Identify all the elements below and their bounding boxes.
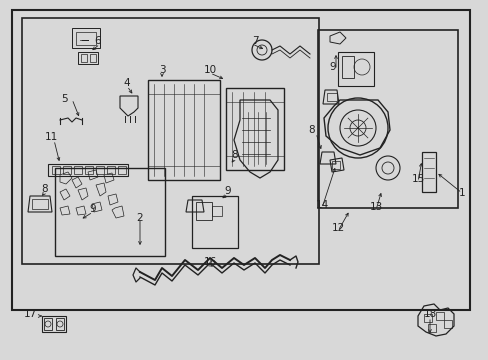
Bar bbox=[78, 52, 98, 64]
Bar bbox=[225, 88, 284, 170]
Bar bbox=[337, 52, 373, 86]
Bar bbox=[12, 10, 469, 310]
Bar bbox=[85, 166, 93, 174]
Bar bbox=[317, 30, 457, 208]
Bar bbox=[148, 80, 220, 180]
Bar bbox=[341, 56, 353, 78]
Bar bbox=[435, 312, 443, 320]
Bar bbox=[427, 324, 435, 332]
Bar bbox=[32, 199, 48, 209]
Bar bbox=[44, 318, 52, 330]
Text: 7: 7 bbox=[251, 36, 258, 46]
Bar bbox=[192, 196, 238, 248]
Text: 3: 3 bbox=[159, 65, 165, 75]
Bar bbox=[118, 166, 126, 174]
Bar bbox=[107, 166, 115, 174]
Text: 5: 5 bbox=[61, 94, 67, 104]
Bar bbox=[90, 54, 96, 62]
Bar bbox=[74, 166, 82, 174]
Text: 8: 8 bbox=[308, 125, 315, 135]
Bar bbox=[48, 164, 128, 176]
Text: 12: 12 bbox=[331, 223, 344, 233]
Text: 9: 9 bbox=[329, 62, 336, 72]
Bar bbox=[212, 206, 222, 216]
Text: 8: 8 bbox=[231, 150, 238, 160]
Text: 8: 8 bbox=[41, 184, 48, 194]
Text: 6: 6 bbox=[95, 36, 101, 46]
Bar bbox=[52, 166, 60, 174]
Text: 4: 4 bbox=[123, 78, 130, 88]
Bar bbox=[63, 166, 71, 174]
Text: 17: 17 bbox=[23, 309, 37, 319]
Text: 13: 13 bbox=[368, 202, 382, 212]
Text: 15: 15 bbox=[410, 174, 424, 184]
Text: 14: 14 bbox=[315, 200, 328, 210]
Bar bbox=[96, 166, 104, 174]
Text: 10: 10 bbox=[203, 65, 216, 75]
Text: 11: 11 bbox=[44, 132, 58, 142]
Bar bbox=[81, 54, 87, 62]
Text: 16: 16 bbox=[203, 257, 216, 267]
Text: 9: 9 bbox=[89, 204, 96, 214]
Text: 2: 2 bbox=[137, 213, 143, 223]
Bar bbox=[22, 18, 318, 264]
Text: 9: 9 bbox=[224, 186, 231, 196]
Text: 18: 18 bbox=[423, 309, 436, 319]
Bar bbox=[56, 318, 64, 330]
Text: 1: 1 bbox=[458, 188, 465, 198]
Bar bbox=[331, 161, 339, 169]
Bar bbox=[326, 93, 336, 101]
Bar bbox=[423, 314, 431, 322]
Bar bbox=[42, 316, 66, 332]
Bar bbox=[421, 152, 435, 192]
Bar bbox=[55, 168, 164, 256]
Bar bbox=[196, 202, 212, 220]
Bar bbox=[443, 320, 451, 328]
